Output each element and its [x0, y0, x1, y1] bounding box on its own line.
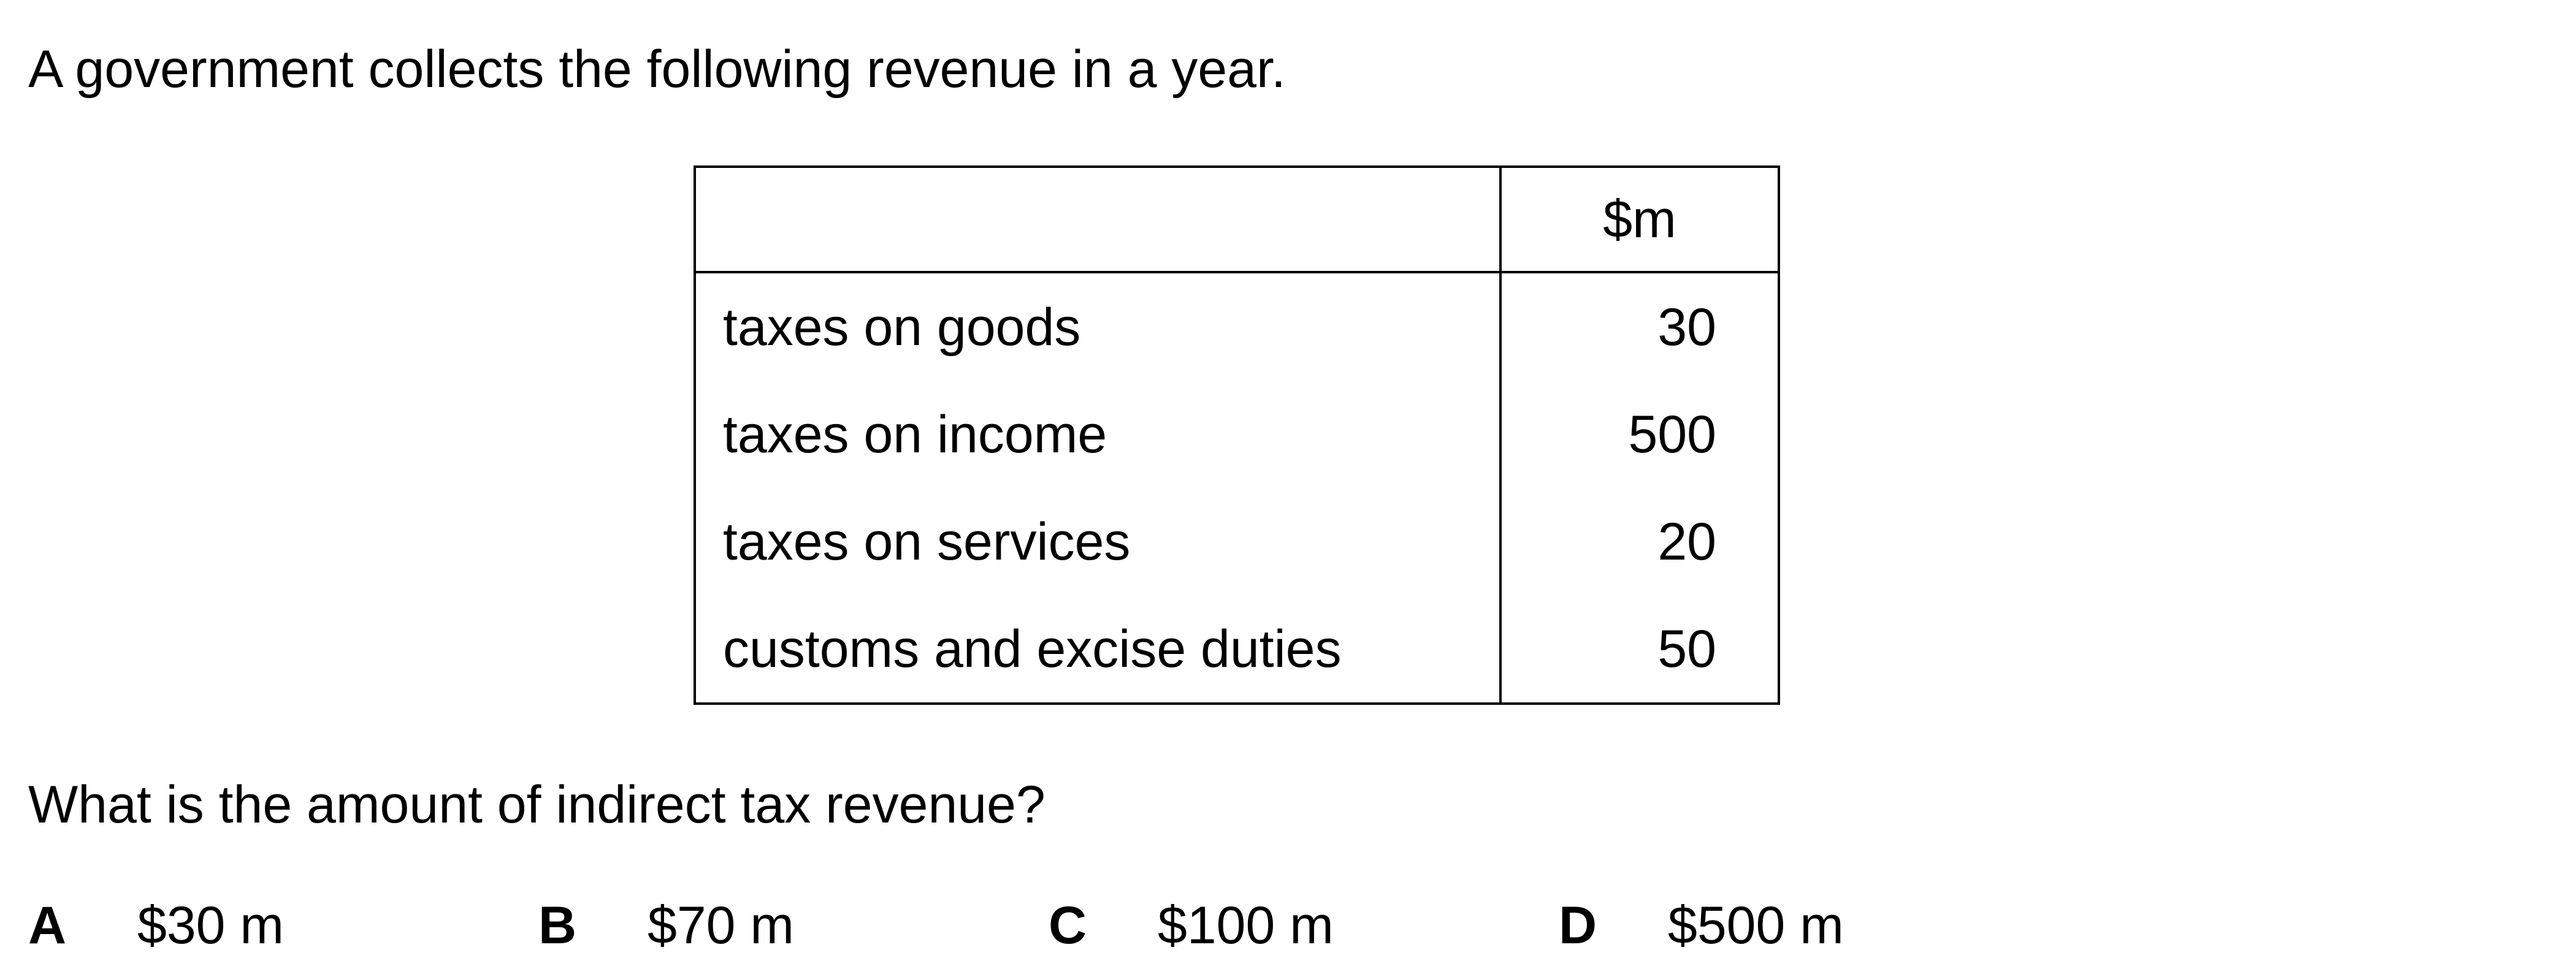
row-label: customs and excise duties [694, 595, 1502, 705]
table-row: taxes on services 20 [694, 488, 1780, 595]
intro-text: A government collects the following reve… [28, 40, 1286, 99]
row-label: taxes on services [694, 488, 1502, 595]
table-header-label [694, 165, 1502, 273]
table-row: taxes on goods 30 [694, 272, 1780, 381]
row-value: 50 [1500, 595, 1780, 705]
table-header-unit: $m [1500, 165, 1780, 273]
option-letter: B [538, 896, 577, 955]
row-value: 30 [1500, 272, 1780, 381]
option-value: $70 m [648, 896, 795, 955]
row-value: 20 [1500, 488, 1780, 595]
option-value: $30 m [137, 896, 285, 955]
option-value: $100 m [1158, 896, 1334, 955]
option-letter: C [1049, 896, 1087, 955]
row-value: 500 [1500, 381, 1780, 488]
option-value: $500 m [1668, 896, 1844, 955]
option-letter: A [28, 896, 67, 955]
table-row: taxes on income 500 [694, 381, 1780, 488]
row-label: taxes on goods [694, 272, 1502, 381]
question-text: What is the amount of indirect tax reven… [28, 775, 1045, 834]
option-letter: D [1559, 896, 1597, 955]
row-label: taxes on income [694, 381, 1502, 488]
table-row: customs and excise duties 50 [694, 595, 1780, 705]
revenue-table: $m taxes on goods 30 taxes on income 500… [694, 165, 1780, 705]
table-header-row: $m [694, 165, 1780, 273]
